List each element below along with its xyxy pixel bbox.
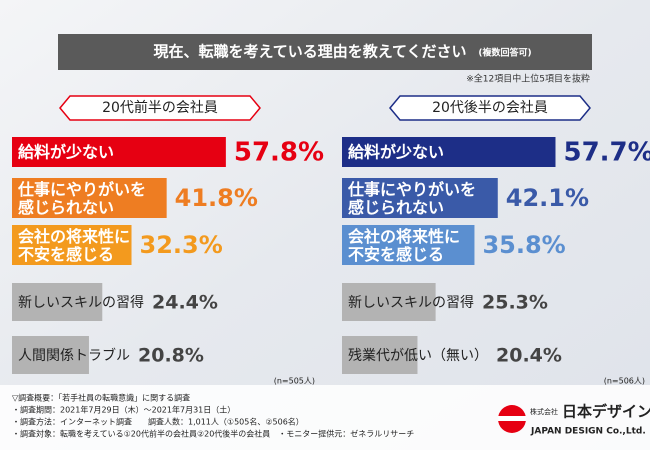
category-label: 会社の将来性に不安を感じる — [18, 226, 130, 263]
group-frame — [59, 95, 261, 121]
value-label: 57.8% — [234, 138, 324, 168]
bar — [342, 225, 475, 265]
title: 現在、転職を考えている理由を教えてください — [153, 43, 466, 61]
bar — [12, 178, 167, 218]
bar — [12, 225, 132, 265]
group-frame — [389, 95, 591, 121]
sample-size: (n=506人) — [604, 377, 645, 386]
category-label: 新しいスキルの習得 — [348, 294, 474, 311]
value-label: 25.3% — [482, 292, 548, 314]
footer: ▽調査概要：「若手社員の転職意識」に関する調査・調査期間：2021年7月29日（… — [12, 393, 414, 439]
value-label: 57.7% — [563, 138, 650, 168]
category-label: 新しいスキルの習得 — [18, 294, 144, 311]
title-note: (複数回答可) — [478, 47, 531, 59]
category-label: 会社の将来性に不安を感じる — [348, 226, 460, 263]
footer-line: ・調査対象：転職を考えている①20代前半の会社員②20代後半の会社員 ・モニター… — [12, 429, 414, 439]
category-label: 給料が少ない — [348, 143, 444, 162]
value-label: 24.4% — [152, 292, 218, 314]
logo-name: 日本デザイン — [562, 403, 650, 421]
logo-stripe — [498, 416, 526, 421]
group-title: 20代後半の会社員 — [432, 100, 548, 116]
bar — [12, 137, 226, 167]
bar — [12, 336, 89, 374]
footer-panel — [0, 385, 650, 450]
category-label: 仕事にやりがいを感じられない — [17, 179, 146, 216]
footer-line: ・調査方法：インターネット調査 調査人数：1,011人（①505名、②506名） — [12, 417, 304, 427]
title-band — [58, 34, 592, 70]
value-label: 41.8% — [175, 184, 258, 212]
note: ※全12項目中上位5項目を抜粋 — [466, 73, 590, 85]
logo-small: 株式会社 — [530, 407, 558, 416]
bar — [12, 283, 103, 321]
bar — [342, 283, 436, 321]
category-label: 仕事にやりがいを感じられない — [347, 179, 476, 216]
category-label: 残業代が低い（無い） — [348, 348, 488, 364]
value-label: 35.8% — [482, 231, 565, 259]
category-label: 人間関係トラブル — [18, 347, 130, 364]
bar — [342, 137, 556, 167]
value-label: 32.3% — [140, 231, 223, 259]
value-label: 20.4% — [496, 345, 562, 367]
footer-line: ・調査期間：2021年7月29日（木）～2021年7月31日（土） — [12, 405, 235, 415]
value-label: 20.8% — [138, 345, 204, 367]
value-label: 42.1% — [506, 184, 589, 212]
group-title: 20代前半の会社員 — [102, 99, 218, 116]
footer-line: ▽調査概要：「若手社員の転職意識」に関する調査 — [12, 393, 190, 403]
logo-sub: JAPAN DESIGN Co.,Ltd. — [530, 427, 646, 437]
bar — [342, 178, 498, 218]
category-label: 給料が少ない — [18, 143, 114, 162]
sample-size: (n=505人) — [274, 377, 315, 386]
bar — [342, 336, 418, 374]
